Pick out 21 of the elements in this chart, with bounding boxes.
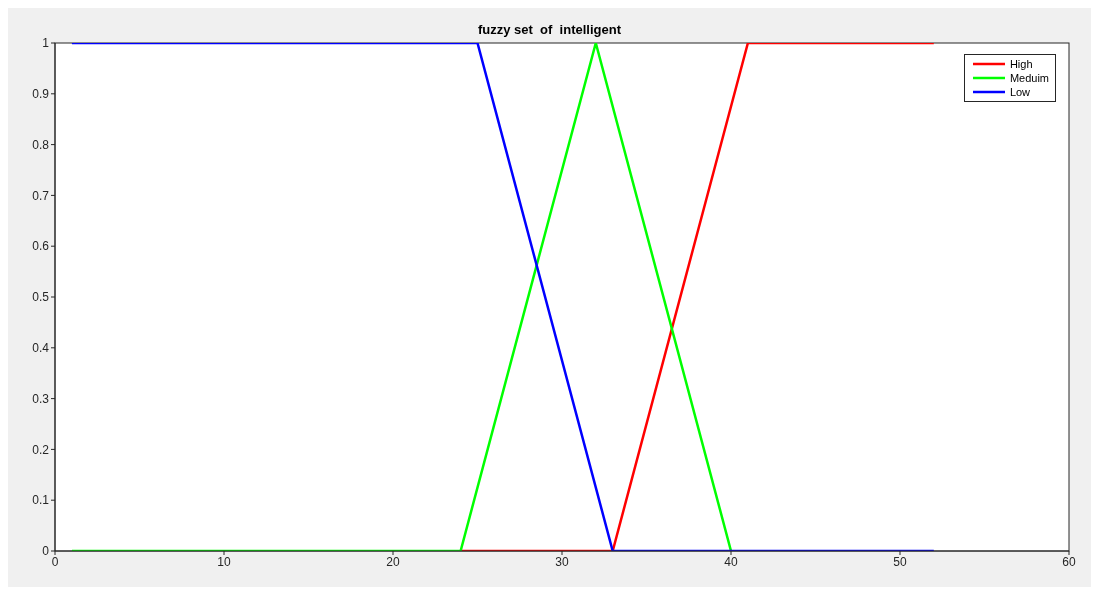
x-tick-label: 50 (893, 554, 907, 569)
y-tick-label: 0.4 (32, 341, 50, 356)
legend-label: High (1009, 57, 1033, 71)
y-tick-label: 0 (42, 544, 50, 559)
chart-title: fuzzy set of intelligent (477, 22, 622, 37)
x-tick-label: 60 (1062, 554, 1076, 569)
x-tick-label: 10 (217, 554, 231, 569)
x-tick-label: 20 (386, 554, 400, 569)
y-tick-label: 0.3 (32, 391, 50, 406)
legend-label: Low (1009, 85, 1031, 99)
y-tick-label: 0.9 (32, 87, 50, 102)
y-tick-label: 0.7 (32, 188, 50, 203)
y-tick-label: 0.8 (32, 137, 50, 152)
y-tick-label: 0.2 (32, 442, 50, 457)
y-tick-label: 1 (42, 36, 50, 51)
y-tick-label: 0.5 (32, 290, 50, 305)
y-tick-label: 0.1 (32, 493, 50, 508)
y-tick-label: 0.6 (32, 239, 50, 254)
legend-label: Meduim (1009, 71, 1049, 85)
x-tick-label: 40 (724, 554, 738, 569)
x-tick-label: 30 (555, 554, 569, 569)
